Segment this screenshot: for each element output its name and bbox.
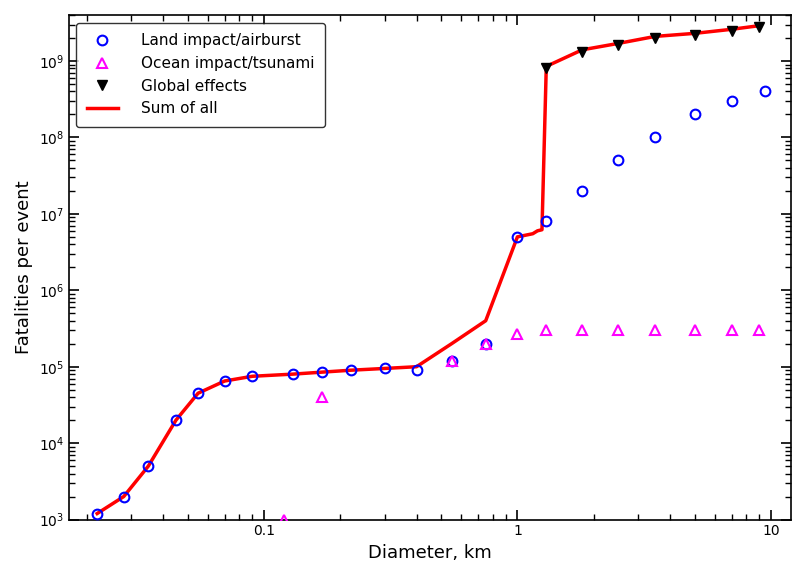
Land impact/airburst <box>346 367 355 374</box>
Sum of all <box>577 46 587 53</box>
Sum of all <box>288 370 297 377</box>
Land impact/airburst <box>247 373 257 380</box>
Sum of all <box>118 493 128 500</box>
Global effects <box>650 35 660 42</box>
Line: Global effects: Global effects <box>542 22 764 73</box>
Sum of all <box>533 227 542 234</box>
Land impact/airburst <box>481 340 491 347</box>
Sum of all <box>143 463 153 470</box>
Land impact/airburst <box>118 493 128 500</box>
Global effects <box>690 31 700 38</box>
Sum of all <box>193 390 203 397</box>
Ocean impact/tsunami <box>481 340 491 347</box>
Land impact/airburst <box>171 417 181 424</box>
Sum of all <box>318 369 327 376</box>
Land impact/airburst <box>193 390 203 397</box>
Ocean impact/tsunami <box>650 327 660 334</box>
Global effects <box>577 49 587 56</box>
Sum of all <box>346 367 355 374</box>
Sum of all <box>220 377 230 384</box>
Land impact/airburst <box>727 98 737 104</box>
Land impact/airburst <box>650 134 660 141</box>
Land impact/airburst <box>380 365 389 372</box>
Line: Sum of all: Sum of all <box>98 25 759 514</box>
X-axis label: Diameter, km: Diameter, km <box>368 544 492 562</box>
Ocean impact/tsunami <box>542 327 551 334</box>
Sum of all <box>171 417 181 424</box>
Line: Land impact/airburst: Land impact/airburst <box>93 87 771 518</box>
Sum of all <box>754 22 764 29</box>
Land impact/airburst <box>613 157 623 164</box>
Ocean impact/tsunami <box>577 327 587 334</box>
Global effects <box>542 65 551 72</box>
Ocean impact/tsunami <box>727 327 737 334</box>
Global effects <box>613 42 623 49</box>
Sum of all <box>542 63 551 70</box>
Ocean impact/tsunami <box>447 357 456 364</box>
Land impact/airburst <box>513 234 522 241</box>
Sum of all <box>727 26 737 33</box>
Land impact/airburst <box>318 369 327 376</box>
Sum of all <box>247 373 257 380</box>
Global effects <box>727 27 737 34</box>
Land impact/airburst <box>220 377 230 384</box>
Sum of all <box>481 317 491 324</box>
Land impact/airburst <box>93 510 102 517</box>
Land impact/airburst <box>577 188 587 194</box>
Ocean impact/tsunami <box>754 327 764 334</box>
Land impact/airburst <box>412 367 422 374</box>
Sum of all <box>447 340 456 347</box>
Sum of all <box>513 234 522 241</box>
Land impact/airburst <box>288 370 297 377</box>
Sum of all <box>613 40 623 47</box>
Land impact/airburst <box>447 357 456 364</box>
Sum of all <box>380 365 389 372</box>
Land impact/airburst <box>542 218 551 224</box>
Ocean impact/tsunami <box>613 327 623 334</box>
Sum of all <box>650 33 660 40</box>
Sum of all <box>690 30 700 37</box>
Sum of all <box>93 510 102 517</box>
Land impact/airburst <box>690 111 700 118</box>
Land impact/airburst <box>143 463 153 470</box>
Legend: Land impact/airburst, Ocean impact/tsunami, Global effects, Sum of all: Land impact/airburst, Ocean impact/tsuna… <box>77 23 325 127</box>
Ocean impact/tsunami <box>513 330 522 337</box>
Sum of all <box>412 364 422 370</box>
Land impact/airburst <box>760 88 770 95</box>
Sum of all <box>537 226 546 233</box>
Y-axis label: Fatalities per event: Fatalities per event <box>15 181 33 354</box>
Sum of all <box>528 230 538 237</box>
Line: Ocean impact/tsunami: Ocean impact/tsunami <box>447 325 764 366</box>
Global effects <box>754 24 764 31</box>
Ocean impact/tsunami <box>690 327 700 334</box>
